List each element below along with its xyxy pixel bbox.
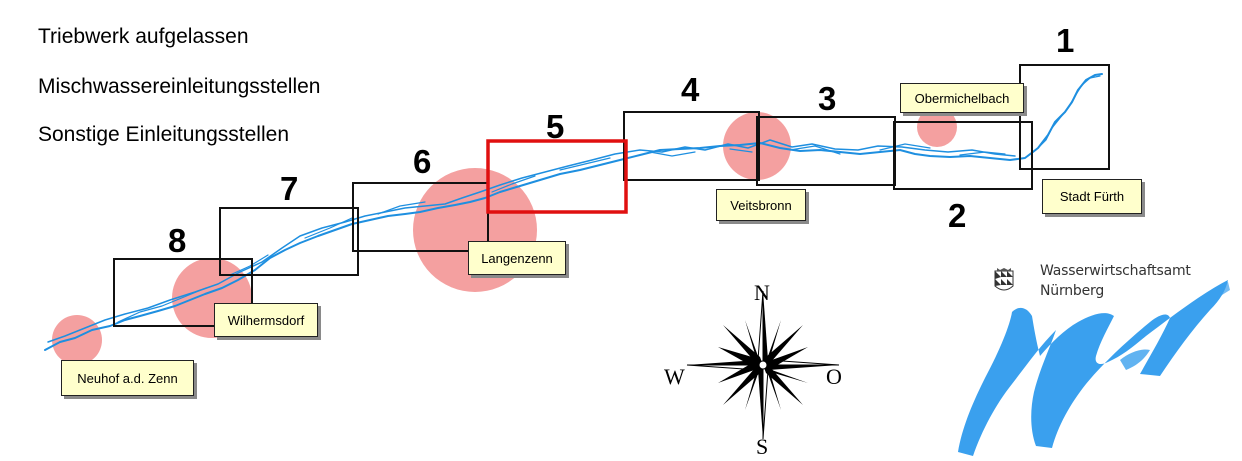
river-side-channel [117,143,1006,323]
compass-west-label: W [664,364,685,389]
section-frames [113,64,1110,327]
section-number-8: 8 [168,222,187,259]
legend-sonstige-einleitungsstellen: Sonstige Einleitungsstellen [38,123,289,146]
section-number-1: 1 [1056,22,1075,59]
section-frame-8 [113,258,253,327]
section-number-5: 5 [546,108,565,145]
section-number-2: 2 [948,197,967,234]
compass-east-label: O [826,364,842,389]
section-number-6: 6 [413,143,432,180]
compass-north-label: N [754,280,770,305]
place-label-neuhof: Neuhof a.d. Zenn [61,360,194,396]
bavarian-coat-of-arms-icon [994,268,1014,291]
compass-south-label: S [756,434,769,459]
section-frame-5-highlighted[interactable] [486,139,628,214]
discharge-circle-neuhof [52,315,102,365]
river-main [44,73,1103,351]
section-frame-3 [756,116,896,186]
legend-mischwassereinleitungsstellen: Mischwassereinleitungsstellen [38,75,321,98]
compass-rose-icon [686,290,840,440]
section-frame-7 [219,207,359,276]
section-number-7: 7 [280,170,299,207]
section-number-3: 3 [818,80,837,117]
place-label-obermichelbach: Obermichelbach [900,83,1024,113]
agency-name-line2: Nürnberg [1040,283,1105,299]
section-number-4: 4 [681,71,700,108]
river-zenn [44,73,1103,351]
discharge-circle-obermichelbach [917,107,957,147]
section-frame-4 [623,111,760,181]
place-label-veitsbronn: Veitsbronn [716,189,806,221]
place-label-wilhermsdorf: Wilhermsdorf [214,303,318,337]
river-upper-stream [1027,75,1101,157]
water-logo-icon [958,280,1230,456]
section-frame-6 [352,182,489,252]
place-label-stadt-fuerth: Stadt Fürth [1042,179,1142,214]
place-label-langenzenn: Langenzenn [468,241,566,275]
section-frame-1 [1019,64,1110,170]
legend-triebwerk-aufgelassen: Triebwerk aufgelassen [38,25,249,48]
agency-name-line1: Wasserwirtschaftsamt [1040,263,1191,279]
